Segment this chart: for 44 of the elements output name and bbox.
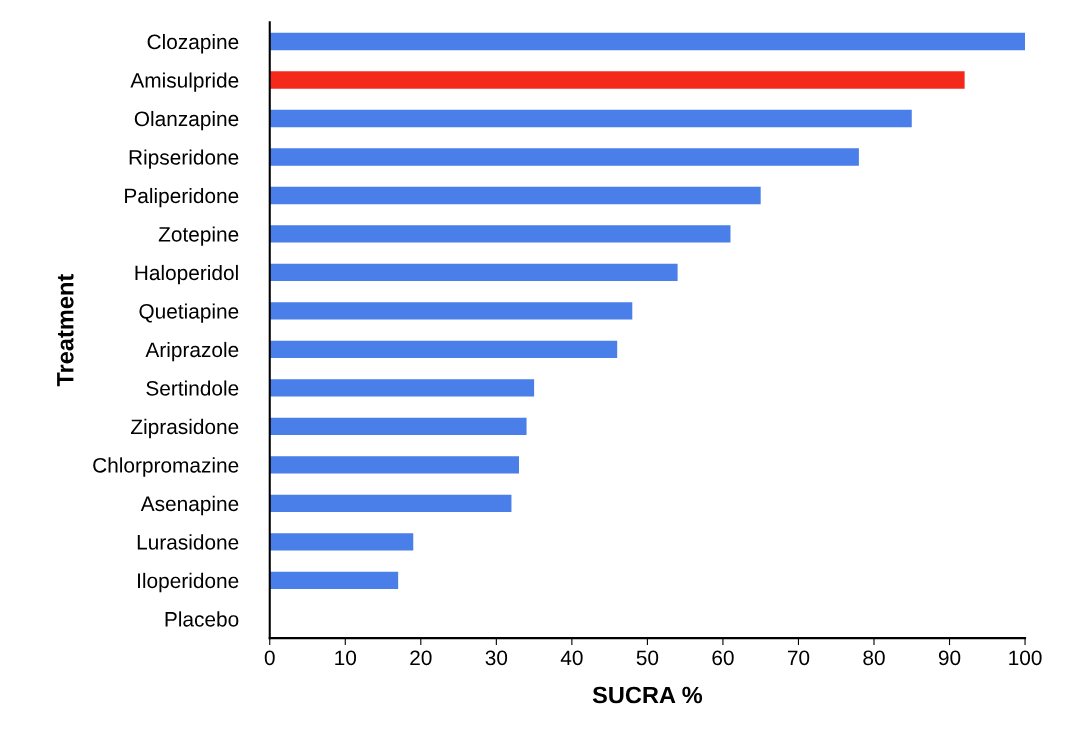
y-tick-label: Amisulpride (130, 72, 239, 92)
x-tick-label: 60 (712, 650, 734, 666)
y-tick-label: Quetiapine (139, 303, 239, 323)
bar (269, 571, 399, 590)
bar (269, 417, 527, 436)
bar (269, 340, 618, 359)
y-tick-label: Ripseridone (129, 149, 239, 169)
bar (269, 379, 535, 397)
x-tick-label: 100 (1009, 650, 1042, 666)
x-tick-label: 30 (485, 650, 508, 666)
bar (269, 71, 965, 89)
bar (269, 302, 633, 320)
y-tick-label: Sertindole (146, 380, 239, 396)
y-tick-label: Olanzapine (134, 110, 239, 131)
y-tick-label: Lurasidone (137, 534, 239, 550)
x-axis-title: SUCRA % (592, 686, 703, 704)
bar (269, 263, 678, 282)
x-tick-label: 70 (787, 650, 810, 666)
x-tick-label: 80 (863, 650, 885, 666)
x-tick-label: 50 (636, 650, 659, 666)
bar (269, 225, 731, 243)
y-tick-label: Ziprasidone (131, 418, 239, 439)
y-tick-label: Haloperidol (135, 264, 238, 285)
x-tick-label: 0 (264, 650, 275, 666)
y-tick-label: Placebo (165, 611, 239, 627)
x-tick-label: 90 (938, 650, 961, 666)
y-tick-label: Paliperidone (125, 187, 239, 208)
bar (269, 32, 1026, 51)
y-tick-label: Iloperidone (138, 572, 239, 593)
y-axis-title: Treatment (57, 274, 74, 387)
y-tick-label: Ariprazole (145, 341, 239, 362)
y-tick-label: Clozapine (147, 33, 239, 54)
bar (269, 186, 761, 205)
y-tick-label: Chlorpromazine (93, 457, 239, 477)
bar (269, 494, 512, 513)
bar (269, 148, 859, 166)
x-tick-label: 20 (410, 650, 432, 666)
x-tick-label: 40 (560, 650, 583, 666)
bar (269, 456, 519, 474)
y-tick-label: Asenapine (140, 495, 239, 516)
bar (269, 109, 912, 128)
bar (269, 533, 414, 551)
y-tick-label: Zotepine (158, 226, 239, 246)
x-tick-label: 10 (335, 650, 357, 666)
